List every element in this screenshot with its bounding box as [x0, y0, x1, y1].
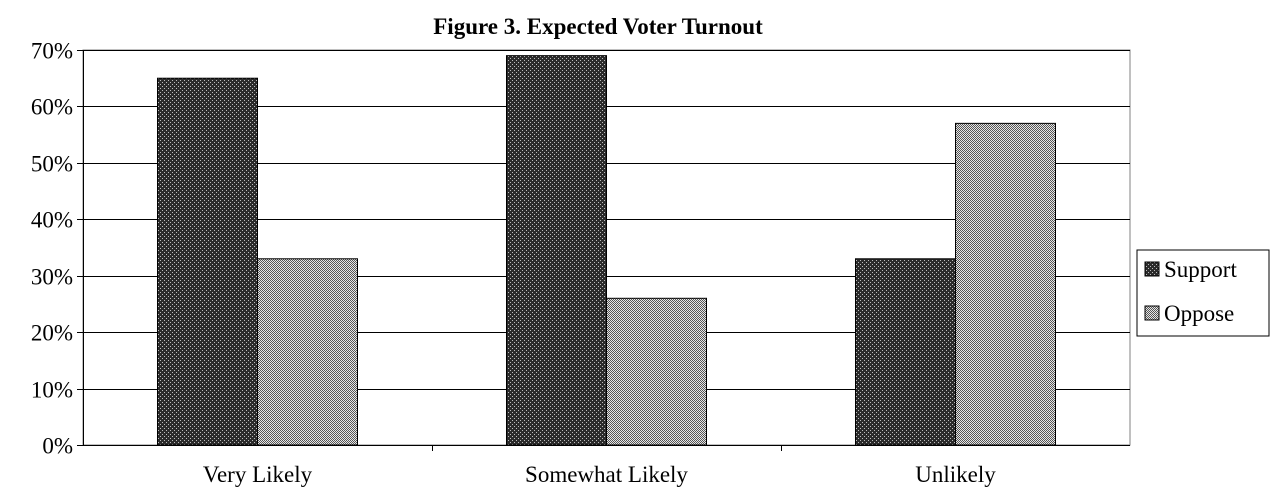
x-tick-label: Unlikely: [915, 462, 996, 487]
bar-oppose: [955, 122, 1056, 446]
legend-label-oppose: Oppose: [1164, 301, 1234, 326]
bar-oppose: [257, 258, 358, 446]
x-tick-label: Somewhat Likely: [525, 462, 688, 487]
bar-oppose: [606, 297, 707, 446]
legend-swatch-oppose: [1144, 305, 1160, 321]
bar-support: [506, 55, 607, 446]
y-tick-label: 0%: [42, 434, 73, 459]
y-tick-label: 30%: [31, 265, 73, 290]
legend-swatch-support: [1144, 261, 1160, 277]
y-tick-label: 60%: [31, 95, 73, 120]
chart-title: Figure 3. Expected Voter Turnout: [433, 14, 763, 39]
y-tick-label: 10%: [31, 378, 73, 403]
y-tick-label: 20%: [31, 321, 73, 346]
y-tick-label: 50%: [31, 152, 73, 177]
y-tick-label: 40%: [31, 208, 73, 233]
x-tick-label: Very Likely: [203, 462, 313, 487]
y-tick-label: 70%: [31, 39, 73, 64]
bar-support: [855, 258, 956, 446]
legend: Support Oppose: [1136, 249, 1270, 337]
bar-support: [157, 77, 258, 446]
plot-area: 0% 10% 20% 30% 40% 50% 60% 70% Very Likely Somewh…: [31, 39, 1131, 487]
legend-label-support: Support: [1164, 257, 1237, 282]
